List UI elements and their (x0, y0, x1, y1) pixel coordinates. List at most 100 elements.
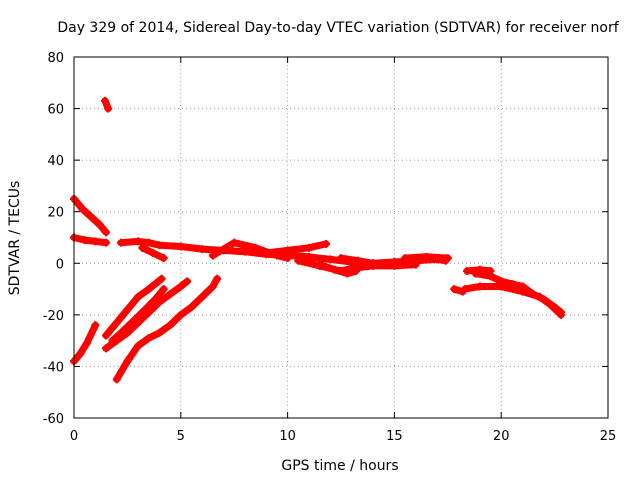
data-point-marker (82, 339, 91, 348)
data-point-marker (529, 290, 538, 299)
data-point-marker (326, 255, 335, 264)
data-point-marker (151, 295, 160, 304)
series-arc-20 (108, 285, 168, 345)
y-tick-label: 60 (47, 103, 64, 118)
data-point-marker (134, 237, 143, 246)
data-point-marker (208, 282, 217, 291)
data-point-marker (176, 282, 185, 291)
chart-title: Day 329 of 2014, Sidereal Day-to-day VTE… (57, 20, 619, 36)
tick-marks (73, 56, 609, 419)
series-arc-10 (337, 254, 378, 268)
data-point-marker (91, 237, 100, 246)
data-point-marker (138, 243, 147, 252)
data-point-marker (411, 260, 420, 269)
x-tick-labels: 0 5 10 15 20 25 (70, 429, 616, 444)
plot-frame (73, 56, 609, 419)
data-point-marker (443, 254, 452, 263)
series-arc-1 (70, 194, 111, 237)
series-arc-5 (138, 243, 168, 263)
data-point-marker (166, 321, 175, 330)
data-point-marker (230, 238, 239, 247)
data-point-marker (557, 308, 566, 317)
series-group (70, 96, 566, 384)
y-tick-label: 40 (47, 154, 64, 169)
data-point-marker (322, 239, 331, 248)
series-arc-7 (262, 239, 331, 257)
data-point-marker (138, 308, 147, 317)
data-point-marker (507, 279, 516, 288)
y-tick-label: -40 (43, 360, 64, 375)
x-tick-label: 10 (279, 429, 296, 444)
data-point-marker (144, 238, 153, 247)
data-point-marker (127, 318, 136, 327)
series-arc-3 (100, 96, 113, 113)
data-point-marker (134, 292, 143, 301)
data-point-marker (166, 290, 175, 299)
y-axis-title: SDTVAR / TECUs (7, 181, 23, 296)
data-point-marker (159, 285, 168, 294)
series-arc-17 (102, 274, 166, 340)
data-point-marker (187, 303, 196, 312)
grid (74, 57, 608, 418)
series-line (108, 285, 168, 345)
data-point-marker (155, 328, 164, 337)
data-point-marker (87, 212, 96, 221)
data-point-marker (116, 328, 125, 337)
series-line (262, 240, 330, 257)
data-point-marker (475, 282, 484, 291)
data-point-marker (123, 357, 132, 366)
data-point-marker (369, 259, 378, 268)
data-point-marker (91, 321, 100, 330)
data-point-marker (100, 96, 109, 105)
data-point-marker (283, 254, 292, 263)
series-arc-19 (112, 274, 222, 384)
data-point-marker (116, 238, 125, 247)
data-point-marker (123, 305, 132, 314)
data-point-marker (294, 256, 303, 265)
data-point-marker (304, 252, 313, 261)
series-line (70, 195, 110, 236)
data-point-marker (351, 267, 360, 276)
x-tick-label: 0 (70, 429, 78, 444)
data-point-marker (337, 254, 345, 263)
series-arc-16 (70, 321, 100, 366)
data-point-marker (157, 274, 166, 283)
data-point-marker (208, 251, 217, 260)
data-point-marker (134, 341, 143, 350)
data-point-marker (240, 247, 249, 256)
data-point-marker (80, 236, 89, 245)
data-point-marker (283, 246, 292, 255)
data-point-marker (102, 238, 111, 247)
data-point-marker (176, 242, 185, 251)
data-point-marker (102, 331, 111, 340)
data-point-marker (497, 277, 506, 286)
data-point-marker (486, 272, 495, 281)
x-tick-label: 15 (386, 429, 403, 444)
data-point-marker (102, 344, 111, 353)
series-arc-15 (471, 269, 566, 317)
series-arc-2 (70, 233, 111, 247)
data-point-marker (112, 318, 121, 327)
y-tick-label: 80 (47, 51, 64, 66)
data-point-marker (102, 228, 111, 237)
data-point-marker (183, 277, 192, 286)
data-point-marker (108, 336, 117, 345)
x-tick-label: 25 (600, 429, 617, 444)
data-point-marker (471, 269, 480, 278)
series-line (102, 275, 166, 339)
x-tick-label: 5 (177, 429, 185, 444)
data-point-marker (251, 243, 260, 252)
data-point-marker (198, 292, 207, 301)
data-point-marker (354, 256, 363, 265)
data-point-marker (144, 285, 153, 294)
series-arc-9 (315, 260, 360, 278)
data-point-marker (390, 261, 399, 270)
data-point-marker (112, 375, 121, 384)
y-tick-label: -20 (43, 309, 64, 324)
data-point-marker (262, 248, 271, 257)
data-point-marker (144, 334, 153, 343)
data-point-marker (518, 282, 527, 291)
series-arc-11 (401, 252, 452, 263)
data-point-marker (315, 260, 324, 269)
